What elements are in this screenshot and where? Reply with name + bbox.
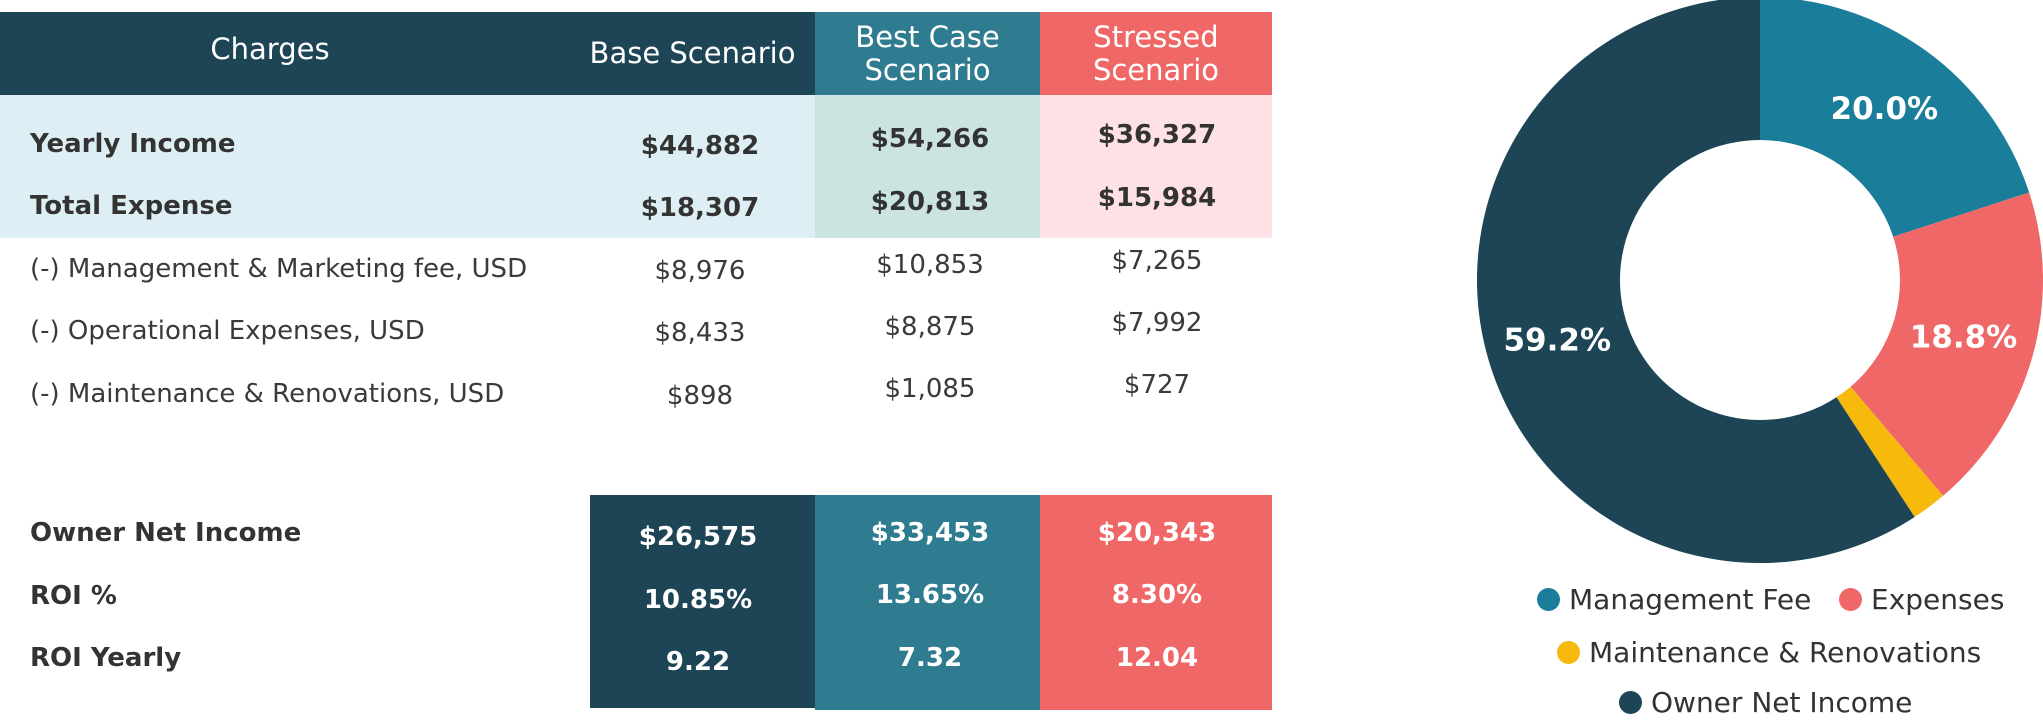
row-label: Total Expense [30,191,233,221]
legend-label: Management Fee [1569,583,1812,616]
legend-item-maintenance-renovations: Maintenance & Renovations [1557,636,1981,669]
header-band-teal [815,12,1040,95]
donut-chart: 20.0% 18.8% 59.2% [1477,0,2043,563]
row-value-base: 9.22 [665,647,731,677]
legend-item-management-fee: Management Fee [1537,583,1811,616]
header-base-scenario: Base Scenario [589,36,796,70]
row-value-base: $44,882 [640,131,760,161]
row-label: ROI % [30,581,117,611]
header-charges: Charges [210,32,330,66]
slice-management-fee [1760,0,2030,237]
header-band-coral [1040,12,1272,95]
slice-expenses [1850,192,2043,496]
slice-label: 20.0% [1831,91,1939,127]
legend-swatch-icon [1557,641,1580,664]
result-band-stressed [1040,495,1272,710]
result-band-base [590,495,815,708]
row-value-stressed: 12.04 [1115,643,1199,673]
row-value-best: 13.65% [875,580,985,610]
row-label: Owner Net Income [30,518,302,548]
row-value-stressed: $15,984 [1097,183,1217,213]
header-best-case-scenario: Best Case Scenario [855,19,1000,87]
row-value-best: $1,085 [884,374,976,404]
summary-band-best [815,95,1040,238]
header-band-dark [0,12,815,95]
row-value-base: $26,575 [638,522,758,552]
row-label: (-) Maintenance & Renovations, USD [30,379,505,409]
row-value-base: $898 [666,381,734,411]
row-value-stressed: $7,992 [1111,308,1203,338]
row-value-stressed: $7,265 [1111,246,1203,276]
header-stressed-scenario: Stressed Scenario [1092,19,1220,87]
slice-label: 18.8% [1910,320,2018,356]
row-value-base: $18,307 [640,193,760,223]
row-label: (-) Management & Marketing fee, USD [30,254,528,284]
row-value-base: $8,433 [654,318,746,348]
legend-label: Owner Net Income [1651,686,1913,719]
row-value-best: 7.32 [897,643,963,673]
row-value-best: $54,266 [870,124,990,154]
summary-band-stressed [1040,95,1272,238]
legend-swatch-icon [1839,588,1862,611]
slice-label: 59.2% [1503,322,1611,358]
row-value-best: $10,853 [876,250,984,280]
row-value-best: $8,875 [884,312,976,342]
row-label: (-) Operational Expenses, USD [30,316,425,346]
row-value-stressed: $20,343 [1097,518,1217,548]
legend-swatch-icon [1537,588,1560,611]
slice-maintenance-renovations [1836,386,1944,518]
row-label: ROI Yearly [30,643,182,673]
row-value-stressed: 8.30% [1111,580,1203,610]
summary-band-base [0,95,815,238]
legend-label: Expenses [1871,583,2005,616]
row-value-base: 10.85% [643,585,753,615]
legend-swatch-icon [1619,691,1642,714]
legend-item-owner-net-income: Owner Net Income [1619,686,1912,719]
row-value-best: $33,453 [870,518,990,548]
row-label: Yearly Income [30,129,236,159]
row-value-stressed: $727 [1123,370,1191,400]
legend-item-expenses: Expenses [1839,583,2004,616]
result-band-best [815,495,1040,710]
slice-owner-net-income [1477,0,1915,563]
row-value-stressed: $36,327 [1097,120,1217,150]
row-value-base: $8,976 [654,256,746,286]
legend-label: Maintenance & Renovations [1589,636,1982,669]
row-value-best: $20,813 [870,187,990,217]
